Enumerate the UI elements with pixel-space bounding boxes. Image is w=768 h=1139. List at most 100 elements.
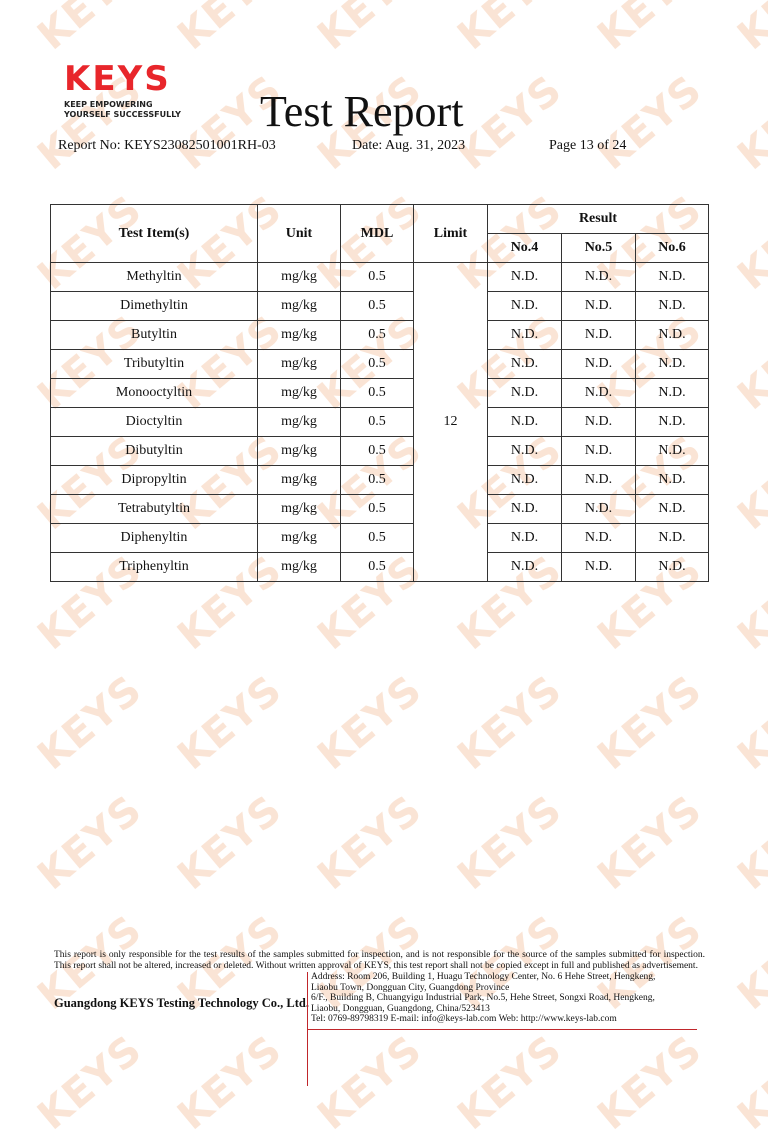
test-item-cell: Triphenyltin bbox=[50, 552, 258, 582]
table-row: Dipropyltin mg/kg 0.5 N.D. N.D. N.D. bbox=[50, 465, 709, 495]
mdl-cell: 0.5 bbox=[340, 320, 414, 350]
address-line: Liaobu, Dongguan, Guangdong, China/52341… bbox=[311, 1003, 490, 1014]
mdl-cell: 0.5 bbox=[340, 436, 414, 466]
result-cell: N.D. bbox=[635, 465, 709, 495]
result-cell: N.D. bbox=[635, 262, 709, 292]
result-cell: N.D. bbox=[635, 436, 709, 466]
keys-watermark: KEYS bbox=[449, 0, 571, 60]
table-row: Tributyltin mg/kg 0.5 N.D. N.D. N.D. bbox=[50, 349, 709, 379]
keys-watermark: KEYS bbox=[589, 0, 711, 60]
logo-mark: KEYS bbox=[64, 59, 171, 99]
keys-watermark: KEYS bbox=[449, 666, 571, 780]
keys-watermark: KEYS bbox=[729, 1026, 768, 1139]
mdl-cell: 0.5 bbox=[340, 523, 414, 553]
result-cell: N.D. bbox=[487, 465, 562, 495]
company-name: Guangdong KEYS Testing Technology Co., L… bbox=[54, 996, 309, 1010]
keys-watermark: KEYS bbox=[309, 786, 431, 900]
keys-watermark: KEYS bbox=[729, 306, 768, 420]
test-item-cell: Monooctyltin bbox=[50, 378, 258, 408]
result-cell: N.D. bbox=[635, 552, 709, 582]
test-item-cell: Butyltin bbox=[50, 320, 258, 350]
page-title: Test Report bbox=[260, 87, 464, 136]
keys-watermark: KEYS bbox=[589, 666, 711, 780]
limit-cell: 12 bbox=[413, 262, 488, 582]
keys-watermark: KEYS bbox=[589, 1026, 711, 1139]
result-cell: N.D. bbox=[487, 523, 562, 553]
result-cell: N.D. bbox=[561, 291, 636, 321]
test-item-cell: Dioctyltin bbox=[50, 407, 258, 437]
keys-watermark: KEYS bbox=[169, 666, 291, 780]
keys-watermark: KEYS bbox=[29, 786, 151, 900]
keys-watermark: KEYS bbox=[169, 0, 291, 60]
keys-logo: KEYS KEEP EMPOWERING YOURSELF SUCCESSFUL… bbox=[64, 62, 181, 120]
table-row: Dibutyltin mg/kg 0.5 N.D. N.D. N.D. bbox=[50, 436, 709, 466]
unit-cell: mg/kg bbox=[257, 378, 341, 408]
test-item-cell: Tributyltin bbox=[50, 349, 258, 379]
mdl-cell: 0.5 bbox=[340, 378, 414, 408]
page-number: Page 13 of 24 bbox=[549, 138, 627, 153]
keys-watermark: KEYS bbox=[729, 186, 768, 300]
result-cell: N.D. bbox=[487, 349, 562, 379]
keys-watermark: KEYS bbox=[29, 1026, 151, 1139]
mdl-cell: 0.5 bbox=[340, 349, 414, 379]
result-cell: N.D. bbox=[635, 378, 709, 408]
result-cell: N.D. bbox=[487, 407, 562, 437]
mdl-cell: 0.5 bbox=[340, 291, 414, 321]
test-item-cell: Diphenyltin bbox=[50, 523, 258, 553]
header-sample: No.4 bbox=[487, 233, 562, 263]
unit-cell: mg/kg bbox=[257, 320, 341, 350]
keys-watermark: KEYS bbox=[169, 1026, 291, 1139]
unit-cell: mg/kg bbox=[257, 523, 341, 553]
result-cell: N.D. bbox=[487, 262, 562, 292]
result-cell: N.D. bbox=[487, 320, 562, 350]
result-cell: N.D. bbox=[487, 552, 562, 582]
keys-watermark: KEYS bbox=[449, 786, 571, 900]
result-cell: N.D. bbox=[561, 436, 636, 466]
test-item-cell: Dibutyltin bbox=[50, 436, 258, 466]
unit-cell: mg/kg bbox=[257, 262, 341, 292]
address-line: Address: Room 206, Building 1, Huagu Tec… bbox=[311, 972, 656, 982]
mdl-cell: 0.5 bbox=[340, 407, 414, 437]
keys-watermark: KEYS bbox=[309, 666, 431, 780]
company-address: Address: Room 206, Building 1, Huagu Tec… bbox=[311, 972, 655, 1025]
result-cell: N.D. bbox=[561, 378, 636, 408]
report-number: Report No: KEYS23082501001RH-03 bbox=[58, 138, 276, 153]
keys-watermark: KEYS bbox=[29, 0, 151, 60]
logo-tagline-1: KEEP EMPOWERING bbox=[64, 100, 153, 109]
result-cell: N.D. bbox=[487, 291, 562, 321]
result-cell: N.D. bbox=[635, 291, 709, 321]
address-line: Liaobu Town, Dongguan City, Guangdong Pr… bbox=[311, 982, 510, 993]
table-row: Triphenyltin mg/kg 0.5 N.D. N.D. N.D. bbox=[50, 552, 709, 582]
results-table: Test Item(s) Unit MDL Limit Result No.4 … bbox=[50, 204, 709, 582]
test-item-cell: Methyltin bbox=[50, 262, 258, 292]
table-row: Butyltin mg/kg 0.5 N.D. N.D. N.D. bbox=[50, 320, 709, 350]
test-item-cell: Tetrabutyltin bbox=[50, 494, 258, 524]
test-item-cell: Dimethyltin bbox=[50, 291, 258, 321]
keys-watermark: KEYS bbox=[729, 666, 768, 780]
result-cell: N.D. bbox=[561, 407, 636, 437]
keys-watermark: KEYS bbox=[449, 66, 571, 180]
header-sample: No.6 bbox=[635, 233, 709, 263]
result-cell: N.D. bbox=[561, 262, 636, 292]
contact-line: Tel: 0769-89798319 E-mail: info@keys-lab… bbox=[311, 1014, 617, 1025]
keys-watermark: KEYS bbox=[729, 66, 768, 180]
result-cell: N.D. bbox=[561, 349, 636, 379]
logo-tagline: KEEP EMPOWERING YOURSELF SUCCESSFULLY bbox=[64, 100, 181, 120]
header-test-item: Test Item(s) bbox=[50, 204, 258, 263]
keys-watermark: KEYS bbox=[729, 0, 768, 60]
result-cell: N.D. bbox=[487, 436, 562, 466]
table-row: Methyltin mg/kg 0.5 12 N.D. N.D. N.D. bbox=[50, 262, 709, 582]
mdl-cell: 0.5 bbox=[340, 465, 414, 495]
keys-watermark: KEYS bbox=[309, 1026, 431, 1139]
table-row: Dioctyltin mg/kg 0.5 N.D. N.D. N.D. bbox=[50, 407, 709, 437]
table-row: Diphenyltin mg/kg 0.5 N.D. N.D. N.D. bbox=[50, 523, 709, 553]
footer-divider-horizontal bbox=[307, 1029, 697, 1030]
logo-tagline-2: YOURSELF SUCCESSFULLY bbox=[64, 110, 181, 119]
unit-cell: mg/kg bbox=[257, 349, 341, 379]
disclaimer: This report is only responsible for the … bbox=[54, 950, 705, 971]
unit-cell: mg/kg bbox=[257, 407, 341, 437]
header-limit: Limit bbox=[413, 204, 488, 263]
result-cell: N.D. bbox=[635, 407, 709, 437]
keys-watermark: KEYS bbox=[589, 786, 711, 900]
keys-watermark: KEYS bbox=[589, 66, 711, 180]
